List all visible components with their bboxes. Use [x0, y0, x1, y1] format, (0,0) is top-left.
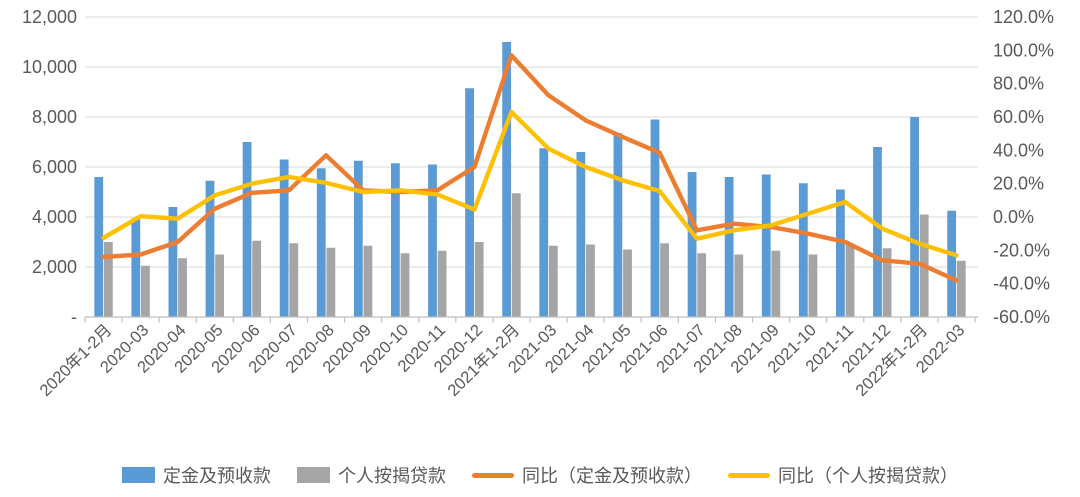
deposits-bar — [168, 207, 178, 317]
mortgage-bar — [141, 265, 150, 317]
yoy-mortgage-line — [101, 109, 959, 258]
mortgage-bar-swatch-icon — [297, 467, 330, 483]
right-axis-tick-label: 60.0% — [993, 107, 1044, 127]
yoy-deposits-line-swatch-icon — [472, 472, 514, 478]
deposits-bar — [242, 142, 252, 317]
deposits-bar — [910, 117, 919, 317]
left-axis-tick-label: - — [71, 307, 77, 327]
deposits-bar — [279, 159, 289, 317]
mortgage-bar — [734, 254, 744, 317]
legend-item-yoy-mortgage: 同比（个人按揭贷款） — [728, 462, 958, 488]
deposits-bar-swatch-icon — [122, 467, 155, 483]
mortgage-bar — [178, 258, 187, 317]
left-axis-tick-label: 8,000 — [32, 107, 77, 127]
right-axis-tick-label: 120.0% — [993, 7, 1054, 27]
deposits-bar — [687, 172, 697, 317]
deposits-bar — [316, 168, 326, 317]
mortgage-bar — [474, 242, 484, 317]
legend-label-mortgage: 个人按揭贷款 — [338, 466, 446, 486]
deposits-bar — [465, 88, 474, 317]
legend-label-yoy-deposits: 同比（定金及预收款） — [522, 466, 702, 486]
left-axis-tick-label: 12,000 — [22, 7, 77, 27]
mortgage-bar — [623, 249, 632, 317]
mortgage-bar — [808, 254, 818, 317]
mortgage-bar — [400, 253, 410, 317]
mortgage-bar — [771, 250, 781, 317]
deposits-bar — [613, 133, 623, 317]
deposits-bar — [947, 210, 957, 317]
deposits-bar — [650, 119, 660, 317]
left-axis-tick-label: 6,000 — [32, 157, 77, 177]
deposits-bar — [205, 180, 215, 317]
yoy-deposits-line — [101, 53, 959, 283]
deposits-bar — [428, 164, 437, 317]
deposits-bar — [539, 148, 549, 317]
mortgage-bar — [215, 254, 224, 317]
mortgage-bar — [363, 245, 373, 317]
deposits-bar — [94, 177, 104, 317]
mortgage-bar — [586, 244, 595, 317]
mortgage-bar — [956, 260, 966, 317]
mortgage-bar — [252, 240, 262, 317]
legend-label-deposits: 定金及预收款 — [163, 466, 271, 486]
mortgage-bar — [697, 253, 707, 317]
right-axis-tick-label: -40.0% — [993, 274, 1050, 294]
deposits-bar — [131, 218, 141, 317]
deposits-bar — [353, 160, 363, 317]
deposits-bar — [798, 183, 808, 317]
legend-item-deposits: 定金及预收款 — [122, 462, 271, 488]
mortgage-bar — [845, 244, 855, 317]
deposits-bar — [873, 147, 882, 317]
mortgage-bar — [103, 242, 113, 317]
mortgage-bar — [326, 247, 336, 317]
left-axis-tick-label: 10,000 — [22, 57, 77, 77]
deposits-bar — [576, 152, 586, 317]
left-axis-tick-label: 4,000 — [32, 207, 77, 227]
yoy-mortgage-line-swatch-icon — [728, 472, 770, 478]
deposits-bar — [724, 177, 734, 317]
deposits-bar — [502, 42, 512, 317]
mortgage-bar — [882, 248, 892, 317]
right-axis-tick-label: -20.0% — [993, 240, 1050, 260]
legend-item-yoy-deposits: 同比（定金及预收款） — [472, 462, 702, 488]
right-axis-tick-label: -60.0% — [993, 307, 1050, 327]
right-axis-tick-label: 100.0% — [993, 40, 1054, 60]
legend-label-yoy-mortgage: 同比（个人按揭贷款） — [778, 466, 958, 486]
deposits-bar — [391, 163, 400, 317]
mortgage-bar — [437, 250, 447, 317]
deposits-bar — [836, 189, 845, 317]
combo-chart-canvas: 12,000 10,000 8,000 6,000 4,000 2,000 - 120.0% 1… — [22, 7, 1054, 400]
right-axis-tick-label: 20.0% — [993, 174, 1044, 194]
chart-legend: 定金及预收款 个人按揭贷款 同比（定金及预收款） 同比（个人按揭贷款） — [0, 462, 1080, 488]
mortgage-bar — [660, 243, 669, 317]
mortgage-bar — [289, 243, 299, 317]
left-axis-tick-label: 2,000 — [32, 257, 77, 277]
mortgage-bar — [548, 245, 558, 317]
right-axis-tick-label: 40.0% — [993, 140, 1044, 160]
right-axis-tick-label: 80.0% — [993, 74, 1044, 94]
mortgage-bar — [511, 193, 521, 317]
legend-item-mortgage: 个人按揭贷款 — [297, 462, 446, 488]
deposits-bar — [761, 174, 771, 317]
right-axis-tick-label: 0.0% — [993, 207, 1034, 227]
